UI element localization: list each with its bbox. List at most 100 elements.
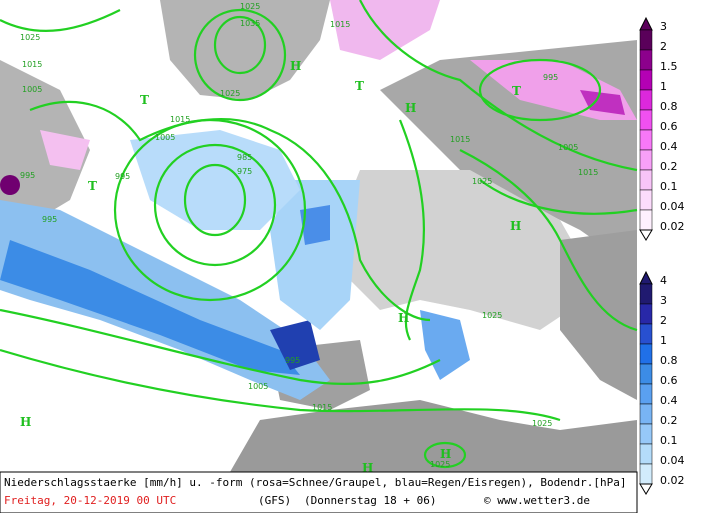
isobar bbox=[479, 179, 638, 215]
rain-core bbox=[0, 240, 300, 375]
isobar bbox=[193, 8, 287, 102]
isobar bbox=[153, 143, 277, 267]
legend-swatch bbox=[639, 443, 653, 465]
legend-swatch bbox=[639, 363, 653, 385]
europe bbox=[340, 170, 600, 330]
legend-swatch bbox=[639, 89, 653, 111]
footer-description: Niederschlagsstaerke [mm/h] u. -form (ro… bbox=[4, 476, 627, 489]
isobar-label: 1025 bbox=[430, 460, 450, 469]
legend-label: 1 bbox=[660, 80, 667, 93]
legend-label: 4 bbox=[660, 274, 667, 287]
snow-north bbox=[330, 0, 440, 60]
legend-label: 0.8 bbox=[660, 354, 678, 367]
middle-east bbox=[560, 230, 637, 400]
legend-label: 0.04 bbox=[660, 200, 685, 213]
isobar bbox=[459, 149, 638, 332]
isobar-label: 1015 bbox=[450, 135, 470, 144]
isobar-label: 1025 bbox=[20, 33, 40, 42]
legend-swatch bbox=[639, 403, 653, 425]
isobar bbox=[478, 58, 602, 122]
isobar bbox=[0, 348, 561, 422]
legend-label: 0.04 bbox=[660, 454, 685, 467]
isobar-label: 1025 bbox=[472, 177, 492, 186]
isobar-label: 995 bbox=[115, 172, 130, 181]
legend-swatch bbox=[639, 343, 653, 365]
footer-run: (Donnerstag 18 + 06) bbox=[304, 494, 436, 507]
legend-swatch bbox=[639, 69, 653, 91]
rain-low bbox=[130, 130, 300, 230]
legend-label: 0.4 bbox=[660, 394, 678, 407]
isobar-label: 1005 bbox=[155, 133, 175, 142]
isobar-label: 995 bbox=[20, 171, 35, 180]
legend-swatch bbox=[639, 169, 653, 191]
isobar-label: 1025 bbox=[220, 89, 240, 98]
rain-uk bbox=[270, 180, 360, 330]
isobar-label: 985 bbox=[237, 153, 252, 162]
low-label: T bbox=[512, 84, 521, 98]
legend-arrow bbox=[639, 229, 653, 241]
legend-swatch bbox=[639, 129, 653, 151]
legend-label: 0.2 bbox=[660, 414, 678, 427]
footer-model: (GFS) bbox=[258, 494, 291, 507]
isobar bbox=[359, 0, 638, 172]
legend-label: 0.6 bbox=[660, 120, 678, 133]
high-label: H bbox=[20, 415, 31, 429]
isobar bbox=[213, 15, 267, 75]
isobar-label: 995 bbox=[285, 356, 300, 365]
legend-swatch bbox=[639, 29, 653, 51]
high-label: H bbox=[290, 59, 301, 73]
legend-label: 0.02 bbox=[660, 220, 685, 233]
footer-credit: © www.wetter3.de bbox=[484, 494, 590, 507]
isobar bbox=[0, 9, 121, 32]
legend-label: 0.8 bbox=[660, 100, 678, 113]
isobar bbox=[423, 441, 467, 469]
isobar bbox=[183, 163, 247, 237]
legend-label: 0.02 bbox=[660, 474, 685, 487]
greenland bbox=[160, 0, 330, 100]
legend-swatch bbox=[639, 303, 653, 325]
low-label: T bbox=[355, 79, 364, 93]
snow-canada bbox=[40, 130, 90, 170]
high-label: H bbox=[398, 311, 409, 325]
legend-label: 0.1 bbox=[660, 434, 678, 447]
low-label: T bbox=[88, 179, 97, 193]
snow-heavy bbox=[580, 90, 625, 115]
isobar-label: 1015 bbox=[22, 60, 42, 69]
legend-label: 3 bbox=[660, 294, 667, 307]
footer-box bbox=[0, 471, 638, 513]
high-label: H bbox=[405, 101, 416, 115]
isobar-label: 1025 bbox=[482, 311, 502, 320]
legend-label: 2 bbox=[660, 314, 667, 327]
isobar-label: 1015 bbox=[170, 115, 190, 124]
legend-label: 0.6 bbox=[660, 374, 678, 387]
isobar-label: 975 bbox=[237, 167, 252, 176]
isobar-label: 1015 bbox=[312, 403, 332, 412]
isobar-label: 1015 bbox=[578, 168, 598, 177]
legend-label: 0.1 bbox=[660, 180, 678, 193]
isobar-label: 1005 bbox=[558, 143, 578, 152]
isobar-label: 1005 bbox=[248, 382, 268, 391]
high-label: H bbox=[510, 219, 521, 233]
isobar-label: 1025 bbox=[240, 2, 260, 11]
legend-arrow bbox=[639, 483, 653, 495]
legend-swatch bbox=[639, 463, 653, 485]
africa bbox=[230, 400, 637, 472]
legend-label: 3 bbox=[660, 20, 667, 33]
legend-swatch bbox=[639, 423, 653, 445]
isobar bbox=[398, 119, 425, 341]
legend-swatch bbox=[639, 323, 653, 345]
footer-date: Freitag, 20-12-2019 00 UTC bbox=[4, 494, 176, 507]
legend-swatch bbox=[639, 383, 653, 405]
high-label: H bbox=[362, 461, 373, 475]
legend-swatch bbox=[639, 49, 653, 71]
map: 1025 1035 1025 1015 1015 1005 1025 1005 … bbox=[0, 0, 638, 475]
legend-swatch bbox=[639, 209, 653, 231]
legend-swatch bbox=[639, 283, 653, 305]
high-label: H bbox=[440, 447, 451, 461]
snow-core bbox=[0, 175, 20, 195]
legend-label: 2 bbox=[660, 40, 667, 53]
low-label: T bbox=[140, 93, 149, 107]
legend-swatch bbox=[639, 109, 653, 131]
isobar-label: 1005 bbox=[22, 85, 42, 94]
